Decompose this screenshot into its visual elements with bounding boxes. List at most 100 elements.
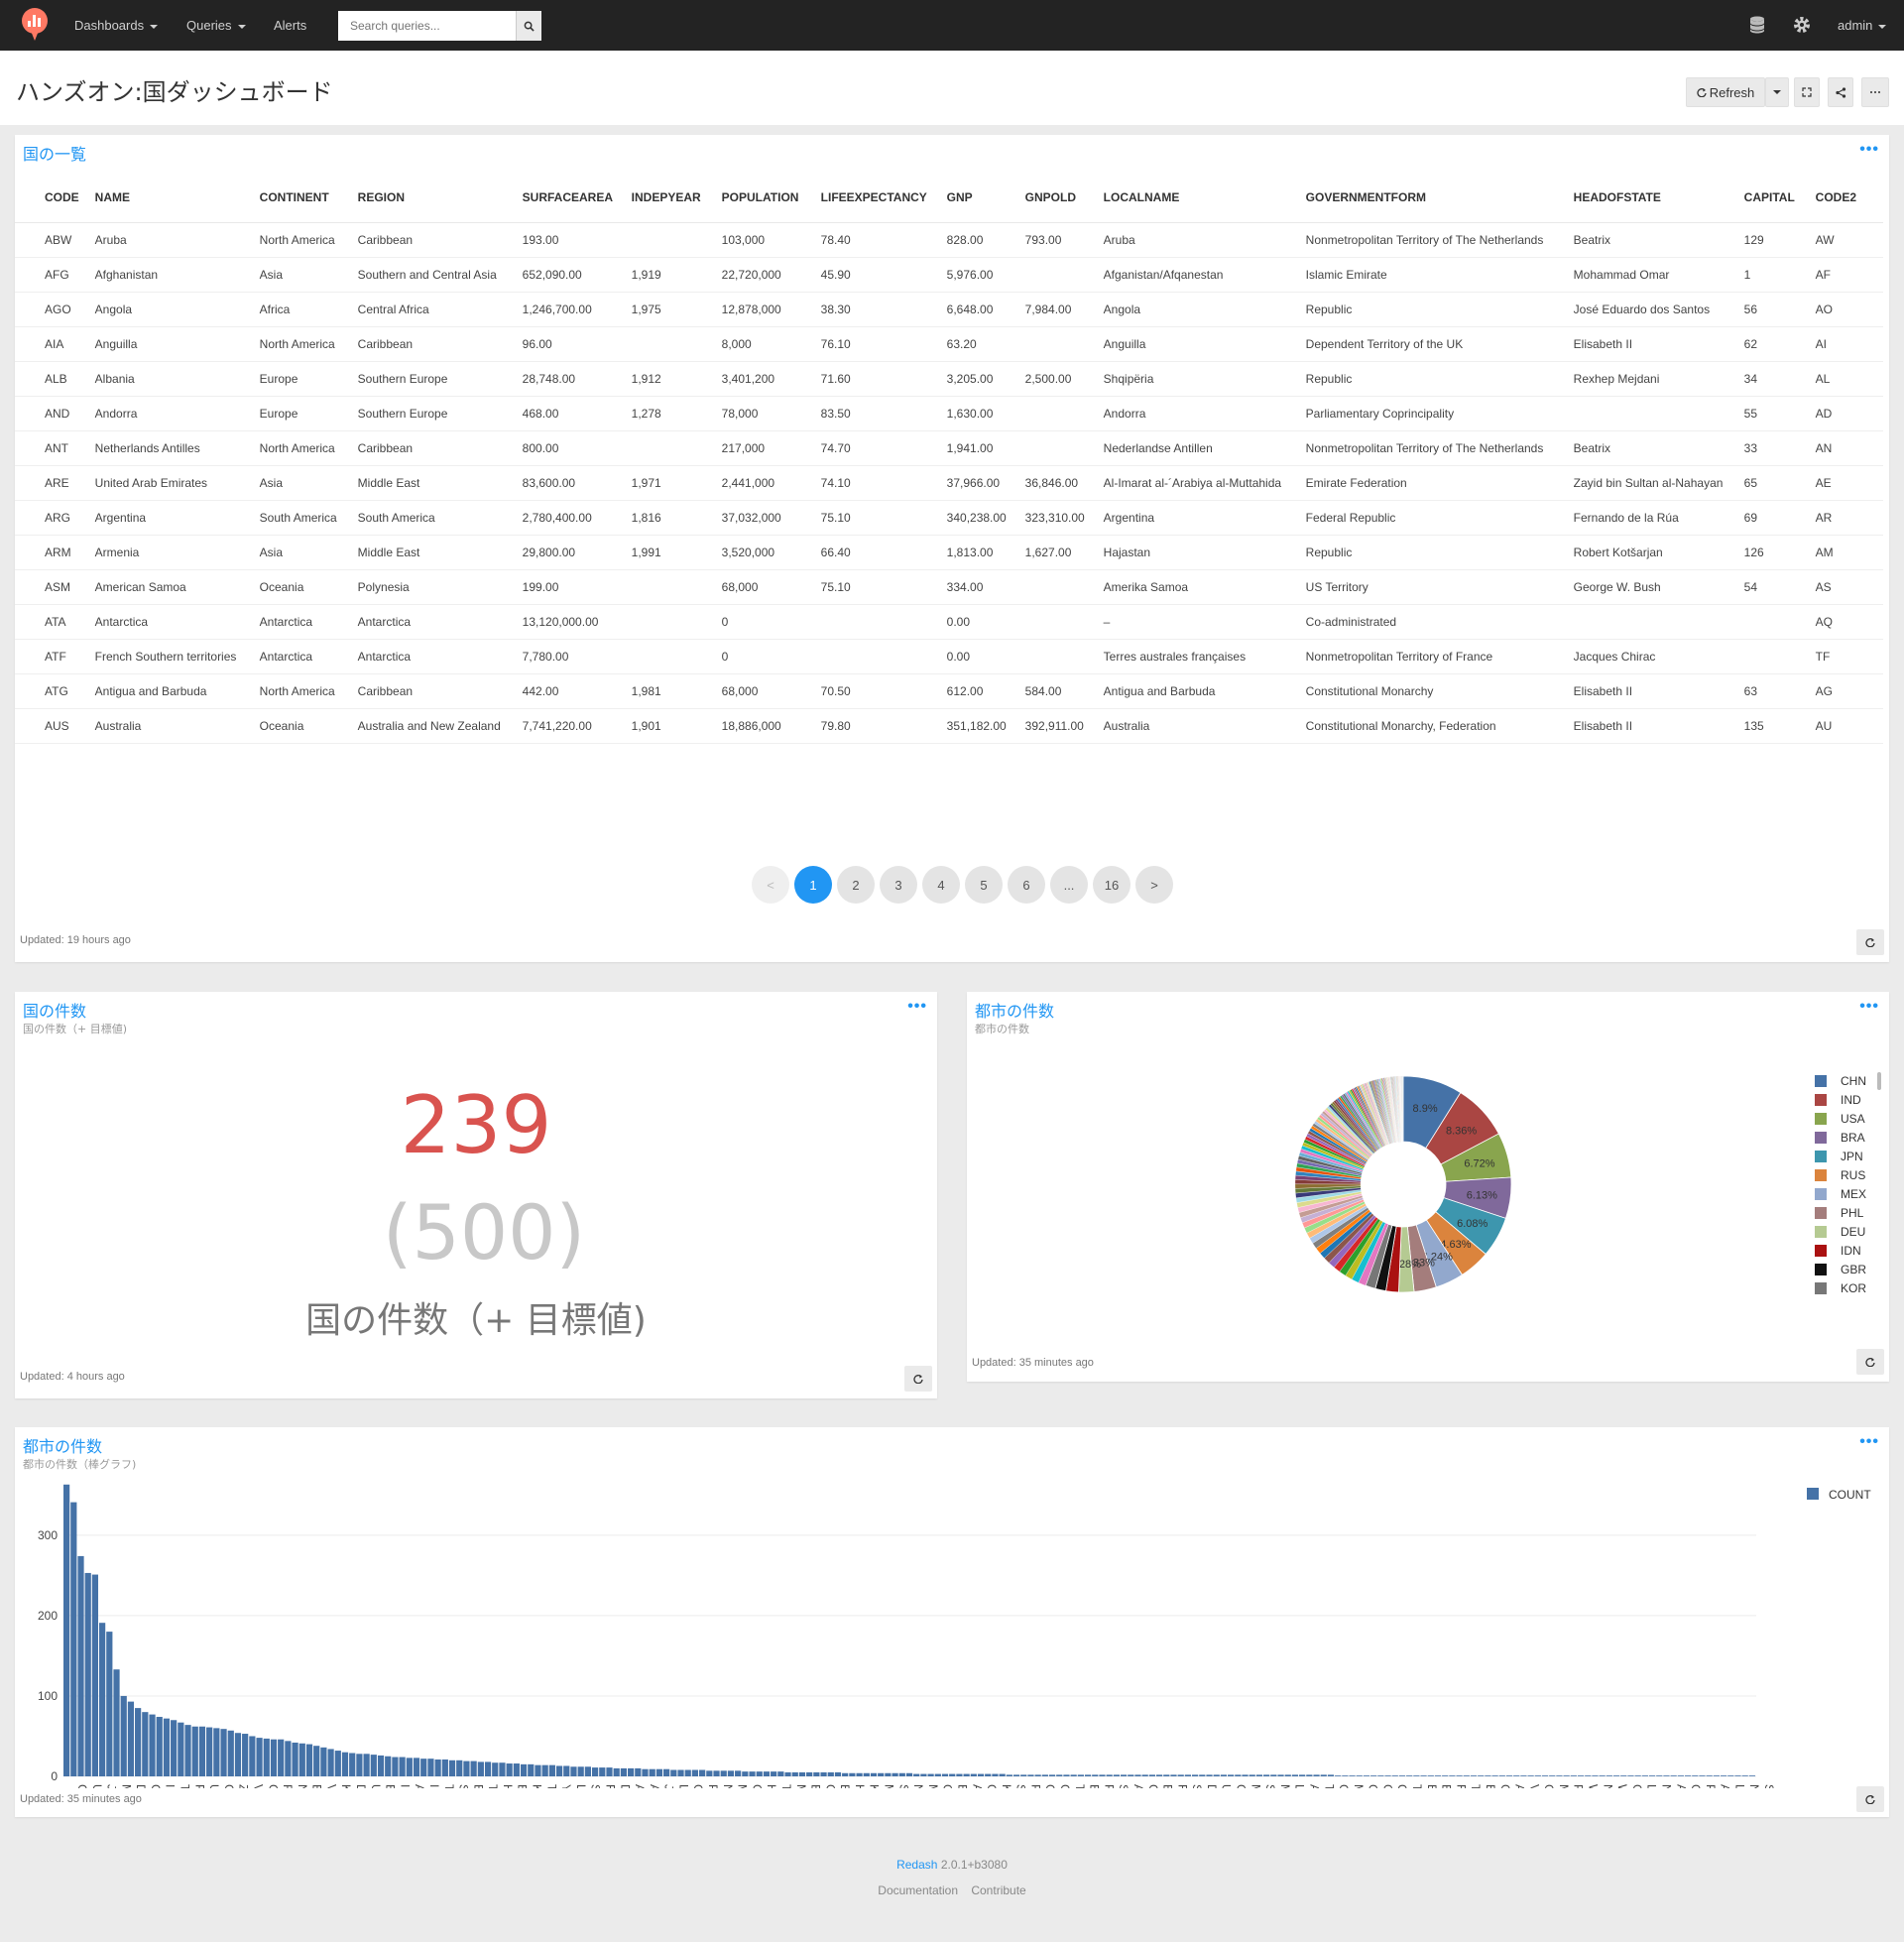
bar[interactable] bbox=[341, 1752, 349, 1776]
bar[interactable] bbox=[898, 1772, 905, 1776]
bar[interactable] bbox=[541, 1764, 548, 1776]
bar[interactable] bbox=[1335, 1775, 1342, 1776]
bar[interactable] bbox=[448, 1760, 456, 1776]
bar[interactable] bbox=[727, 1770, 735, 1776]
bar[interactable] bbox=[184, 1725, 191, 1776]
legend-item-usa[interactable]: USA bbox=[1815, 1111, 1865, 1127]
bar[interactable] bbox=[970, 1773, 977, 1776]
bar[interactable] bbox=[70, 1502, 77, 1776]
bar[interactable] bbox=[149, 1714, 156, 1776]
bar[interactable] bbox=[1470, 1775, 1478, 1776]
bar[interactable] bbox=[356, 1754, 363, 1776]
bar[interactable] bbox=[1041, 1774, 1048, 1776]
bar[interactable] bbox=[406, 1758, 413, 1776]
bar[interactable] bbox=[477, 1761, 484, 1776]
bar[interactable] bbox=[913, 1773, 920, 1776]
bar[interactable] bbox=[163, 1718, 171, 1776]
bar[interactable] bbox=[1048, 1774, 1056, 1776]
bar[interactable] bbox=[1070, 1774, 1077, 1776]
column-header-gnp[interactable]: GNP bbox=[938, 173, 1017, 223]
widget-refresh-button[interactable] bbox=[1856, 1349, 1884, 1375]
bar[interactable] bbox=[1155, 1774, 1163, 1776]
bar[interactable] bbox=[649, 1768, 655, 1776]
bar[interactable] bbox=[1570, 1775, 1577, 1776]
legend-item-gbr[interactable]: GBR bbox=[1815, 1262, 1866, 1277]
bar[interactable] bbox=[1327, 1774, 1335, 1776]
bar[interactable] bbox=[1699, 1775, 1706, 1776]
legend-item-count[interactable]: COUNT bbox=[1829, 1488, 1871, 1502]
column-header-capital[interactable]: CAPITAL bbox=[1735, 173, 1808, 223]
bar[interactable] bbox=[1199, 1774, 1206, 1776]
bar[interactable] bbox=[1706, 1775, 1713, 1776]
bar[interactable] bbox=[463, 1760, 470, 1776]
bar[interactable] bbox=[535, 1764, 541, 1776]
bar[interactable] bbox=[434, 1759, 441, 1776]
column-header-headofstate[interactable]: HEADOFSTATE bbox=[1565, 173, 1736, 223]
bar[interactable] bbox=[492, 1762, 499, 1776]
bar[interactable] bbox=[1291, 1774, 1299, 1776]
legend-item-mex[interactable]: MEX bbox=[1815, 1186, 1866, 1202]
bar[interactable] bbox=[784, 1771, 791, 1776]
bar[interactable] bbox=[91, 1574, 99, 1776]
bar[interactable] bbox=[1120, 1774, 1128, 1776]
bar[interactable] bbox=[548, 1764, 555, 1776]
contribute-link[interactable]: Contribute bbox=[971, 1883, 1026, 1897]
bar[interactable] bbox=[977, 1773, 985, 1776]
bar[interactable] bbox=[1656, 1775, 1663, 1776]
bar[interactable] bbox=[84, 1572, 91, 1776]
bar[interactable] bbox=[1606, 1775, 1612, 1776]
bar[interactable] bbox=[570, 1766, 577, 1776]
bar[interactable] bbox=[385, 1756, 392, 1776]
bar[interactable] bbox=[663, 1768, 670, 1776]
bar[interactable] bbox=[1741, 1775, 1748, 1776]
bar[interactable] bbox=[1063, 1774, 1070, 1776]
bar[interactable] bbox=[1270, 1774, 1277, 1776]
bar[interactable] bbox=[1398, 1775, 1406, 1776]
bar[interactable] bbox=[1242, 1774, 1249, 1776]
bar[interactable] bbox=[628, 1767, 635, 1776]
bar[interactable] bbox=[620, 1767, 627, 1776]
bar[interactable] bbox=[677, 1769, 684, 1776]
bar[interactable] bbox=[456, 1760, 463, 1776]
page-button[interactable]: 16 bbox=[1093, 866, 1130, 904]
bar[interactable] bbox=[363, 1754, 370, 1776]
legend-item-idn[interactable]: IDN bbox=[1815, 1243, 1861, 1259]
bar[interactable] bbox=[1213, 1774, 1220, 1776]
bar[interactable] bbox=[905, 1772, 913, 1776]
bar[interactable] bbox=[563, 1765, 570, 1776]
refresh-button[interactable]: Refresh bbox=[1686, 77, 1765, 107]
bar[interactable] bbox=[1092, 1774, 1099, 1776]
bar[interactable] bbox=[941, 1773, 949, 1776]
bar[interactable] bbox=[106, 1632, 113, 1776]
bar[interactable] bbox=[985, 1773, 992, 1776]
bar[interactable] bbox=[806, 1771, 813, 1776]
bar[interactable] bbox=[1577, 1775, 1585, 1776]
bar[interactable] bbox=[749, 1771, 756, 1776]
bar[interactable] bbox=[1634, 1775, 1641, 1776]
column-header-indepyear[interactable]: INDEPYEAR bbox=[623, 173, 714, 223]
page-button[interactable]: 1 bbox=[794, 866, 832, 904]
bar[interactable] bbox=[713, 1770, 720, 1776]
bar[interactable] bbox=[1384, 1775, 1391, 1776]
gear-icon[interactable] bbox=[1791, 14, 1813, 36]
widget-title[interactable]: 都市の件数 bbox=[975, 1002, 1055, 1021]
bar[interactable] bbox=[577, 1766, 584, 1776]
bar[interactable] bbox=[1263, 1774, 1270, 1776]
bar[interactable] bbox=[1349, 1775, 1356, 1776]
bar[interactable] bbox=[1177, 1774, 1184, 1776]
bar[interactable] bbox=[377, 1755, 385, 1776]
bar[interactable] bbox=[1549, 1775, 1556, 1776]
bar[interactable] bbox=[1748, 1775, 1755, 1776]
bar[interactable] bbox=[927, 1773, 934, 1776]
bar[interactable] bbox=[198, 1726, 206, 1776]
bar[interactable] bbox=[413, 1758, 420, 1776]
widget-refresh-button[interactable] bbox=[904, 1366, 932, 1392]
bar[interactable] bbox=[220, 1729, 227, 1776]
bar[interactable] bbox=[1027, 1774, 1034, 1776]
bar[interactable] bbox=[992, 1773, 999, 1776]
bar[interactable] bbox=[1684, 1775, 1692, 1776]
bar[interactable] bbox=[878, 1772, 885, 1776]
bar[interactable] bbox=[399, 1757, 406, 1776]
share-button[interactable] bbox=[1828, 77, 1853, 107]
bar[interactable] bbox=[206, 1727, 213, 1776]
